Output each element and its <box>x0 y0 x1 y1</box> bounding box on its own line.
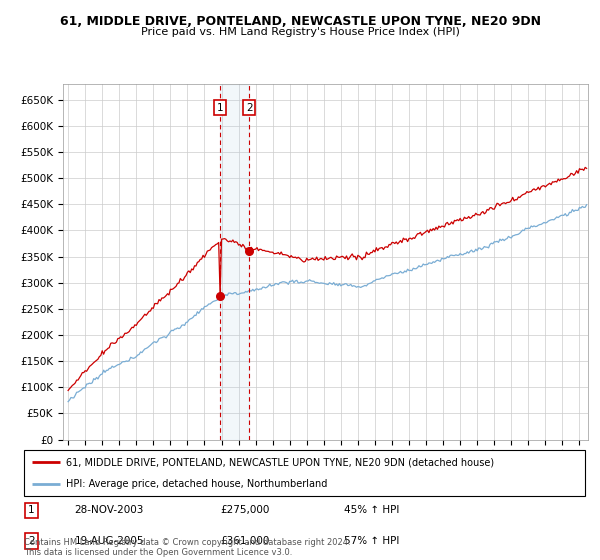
Text: 45% ↑ HPI: 45% ↑ HPI <box>344 506 399 515</box>
Text: 19-AUG-2005: 19-AUG-2005 <box>74 536 144 546</box>
Text: 1: 1 <box>217 102 223 113</box>
Text: 28-NOV-2003: 28-NOV-2003 <box>74 506 144 515</box>
Text: 2: 2 <box>28 536 35 546</box>
Text: £275,000: £275,000 <box>220 506 270 515</box>
Text: £361,000: £361,000 <box>220 536 270 546</box>
Text: Contains HM Land Registry data © Crown copyright and database right 2024.
This d: Contains HM Land Registry data © Crown c… <box>24 538 350 557</box>
Bar <box>220 84 249 440</box>
Text: 61, MIDDLE DRIVE, PONTELAND, NEWCASTLE UPON TYNE, NE20 9DN (detached house): 61, MIDDLE DRIVE, PONTELAND, NEWCASTLE U… <box>66 457 494 467</box>
Text: 61, MIDDLE DRIVE, PONTELAND, NEWCASTLE UPON TYNE, NE20 9DN: 61, MIDDLE DRIVE, PONTELAND, NEWCASTLE U… <box>59 15 541 28</box>
Text: Price paid vs. HM Land Registry's House Price Index (HPI): Price paid vs. HM Land Registry's House … <box>140 27 460 38</box>
Text: 57% ↑ HPI: 57% ↑ HPI <box>344 536 399 546</box>
Text: 2: 2 <box>246 102 253 113</box>
Text: HPI: Average price, detached house, Northumberland: HPI: Average price, detached house, Nort… <box>66 479 328 489</box>
Text: 1: 1 <box>28 506 35 515</box>
